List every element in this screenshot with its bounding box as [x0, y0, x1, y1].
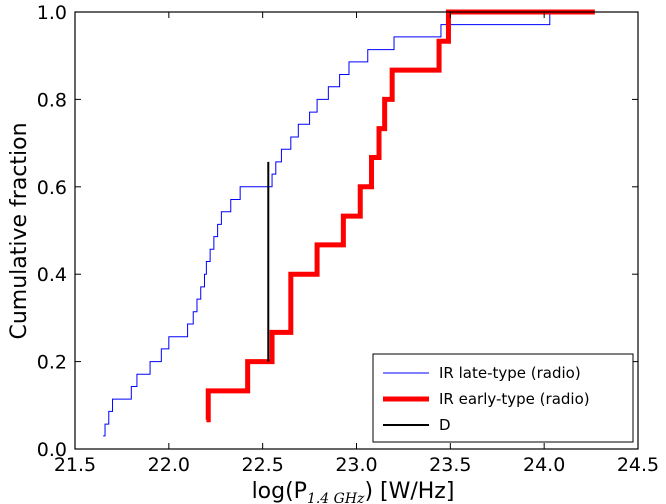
legend-label-d: D	[439, 416, 451, 434]
x-tick-label: 24.5	[617, 454, 659, 476]
x-axis-label-prefix: log(P	[252, 479, 307, 504]
y-tick-label: 0.8	[37, 89, 67, 111]
y-tick-label: 0.4	[37, 264, 67, 286]
y-tick-label: 1.0	[37, 2, 67, 24]
x-tick-label: 22.0	[148, 454, 190, 476]
y-axis-label: Cumulative fraction	[7, 122, 32, 339]
y-tick-label: 0.6	[37, 177, 67, 199]
tick-layer: 21.5 22.0 22.5 23.0 23.5 24.0 24.5 0.0 0.2 0.4 0.6…	[37, 2, 659, 476]
x-axis-label-subscript: 1.4 GHz	[307, 491, 365, 504]
legend: IR late-type (radio) IR early-type (radi…	[372, 353, 634, 443]
x-tick-label: 23.0	[335, 454, 377, 476]
series-late-type-step-line	[103, 12, 551, 437]
data-layer	[103, 9, 595, 437]
legend-label-early-type: IR early-type (radio)	[439, 390, 590, 408]
x-tick-label: 22.5	[242, 454, 284, 476]
legend-label-late-type: IR late-type (radio)	[439, 364, 581, 382]
y-tick-label: 0.0	[37, 439, 67, 461]
y-tick-label: 0.2	[37, 352, 67, 374]
plot-frame	[74, 11, 639, 450]
x-axis-label: log(P1.4 GHz) [W/Hz]	[252, 479, 455, 504]
x-tick-label: 21.5	[54, 454, 96, 476]
x-tick-label: 24.0	[523, 454, 565, 476]
series-early-type-step-line	[205, 9, 595, 423]
x-tick-label: 23.5	[429, 454, 471, 476]
x-axis-label-suffix: ) [W/Hz]	[364, 479, 454, 504]
